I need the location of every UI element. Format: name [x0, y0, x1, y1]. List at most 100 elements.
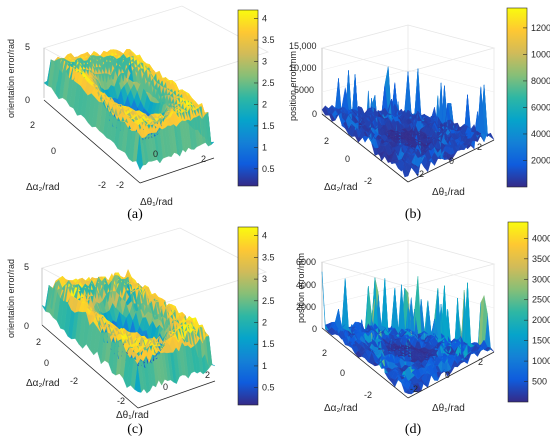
colorbar-a [237, 9, 259, 187]
x-axis-label: Δθ₁/rad [116, 410, 149, 421]
colorbar-d [507, 221, 529, 403]
x-tick: 0 [445, 370, 450, 380]
surface-b [321, 66, 495, 178]
y-axis-label: Δα₂/rad [324, 182, 358, 193]
axes-lines-a [43, 99, 215, 184]
colorbar-b [506, 7, 528, 188]
colorbar-tick-label: 2500 [532, 295, 550, 305]
panel-c: 0 5 2 0 -2 -2 0 2 orientation error/rad … [6, 226, 275, 437]
z-axis-label: orientation error/rad [6, 259, 16, 338]
colorbar-tick-label: 3.5 [262, 35, 275, 45]
z-tick: 15,000 [289, 41, 317, 51]
z-tick: 0 [25, 95, 30, 105]
colorbar-tick-label: 4000 [531, 129, 550, 139]
caption-a: (a) [127, 207, 143, 222]
colorbar-tick-label: 3.5 [262, 252, 275, 262]
y-tick: 0 [340, 368, 345, 378]
z-tick: 0 [312, 324, 317, 334]
panel-a: 0 5 2 0 -2 0 2 -2 orientation error/rad … [6, 5, 275, 222]
z-tick: 0 [24, 321, 29, 331]
x-tick: 2 [477, 142, 482, 152]
colorbar-tick-label: 2000 [532, 315, 550, 325]
colorbar-tick-label: 6000 [531, 102, 550, 112]
y-tick: -2 [98, 180, 106, 190]
caption-d: (d) [405, 422, 422, 437]
colorbar-tick-label: 3500 [532, 254, 550, 264]
colorbar-tick-label: 0.5 [262, 383, 275, 393]
colorbar-ticks-d: 500 1000 1500 2000 2500 3000 3500 4000 [524, 233, 550, 387]
colorbar-c [237, 226, 259, 406]
y-tick: 2 [322, 348, 327, 358]
axes-lines-d [321, 327, 495, 399]
x-tick: 0 [153, 149, 158, 159]
x-tick: 2 [205, 370, 210, 380]
z-axis-label: position error/mm [296, 253, 306, 323]
colorbar-tick-label: 2 [262, 99, 267, 109]
z-tick: 5000 [294, 85, 314, 95]
colorbar-tick-label: 3 [262, 57, 267, 67]
surface-a [43, 48, 215, 171]
caption-b: (b) [405, 207, 422, 222]
surface-patch [341, 278, 349, 328]
z-tick: 0 [312, 109, 317, 119]
z-tick: 5 [25, 42, 30, 52]
colorbar-tick-label: 2.5 [262, 78, 275, 88]
colorbar-tick-label: 1500 [532, 336, 550, 346]
colorbar-tick-label: 3000 [532, 274, 550, 284]
y-tick: 0 [345, 154, 350, 164]
colorbar-ticks-c: 0.5 1 1.5 2 2.5 3 3.5 4 [254, 231, 275, 393]
z-tick: 10,000 [289, 63, 317, 73]
colorbar-tick-label: 1000 [532, 356, 550, 366]
y-axis-label: Δα₂/rad [324, 403, 358, 414]
x-tick: -2 [416, 169, 424, 179]
surface-c [41, 268, 216, 394]
y-tick: 2 [36, 337, 41, 347]
z-tick: 2000 [296, 302, 316, 312]
caption-c: (c) [127, 422, 143, 437]
y-tick: -2 [364, 176, 372, 186]
colorbar-tick-label: 1.5 [262, 121, 275, 131]
surface-patch [321, 105, 329, 116]
z-tick: 5 [24, 262, 29, 272]
z-axis-label: orientation error/rad [6, 39, 16, 118]
z-tick: 6000 [296, 257, 316, 267]
surface-patch [321, 271, 330, 331]
colorbar-tick-label: 2 [262, 318, 267, 328]
y-tick: -2 [364, 390, 372, 400]
colorbar-tick-label: 2.5 [262, 296, 275, 306]
colorbar-ticks-a: 0.5 1 1.5 2 2.5 3 3.5 4 [254, 14, 275, 174]
x-tick: -2 [117, 396, 125, 406]
panel-d: 0 2000 4000 6000 2 0 -2 -2 0 2 position … [296, 221, 550, 437]
colorbar-ticks-b: 2000 4000 6000 8000 10000 12000 [523, 23, 550, 165]
axes-lines-b [321, 113, 495, 183]
surface-patch [381, 278, 389, 334]
x-axis-label: Δθ₁/rad [432, 403, 465, 414]
colorbar-tick-label: 4000 [532, 233, 550, 243]
colorbar-tick-label: 3 [262, 274, 267, 284]
x-axis-label: Δθ₁/rad [432, 187, 465, 198]
x-axis-label: Δθ₁/rad [140, 197, 173, 208]
axes-lines-c [41, 324, 216, 409]
y-tick: 2 [324, 136, 329, 146]
colorbar-tick-label: 12000 [531, 23, 550, 33]
surface-d [321, 271, 495, 395]
x-tick: 0 [163, 382, 168, 392]
y-axis-label: Δα₂/rad [26, 182, 60, 193]
surface-patch [391, 289, 399, 331]
y-tick: -2 [70, 376, 78, 386]
x-tick: 0 [449, 156, 454, 166]
colorbar-tick-label: 1 [262, 361, 267, 371]
colorbar-tick-label: 0.5 [262, 164, 275, 174]
surface-patch [41, 285, 50, 313]
colorbar-tick-label: 4 [262, 231, 267, 241]
panel-b: 0 5000 10,000 15,000 2 0 -2 -2 0 2 posit… [288, 7, 550, 222]
z-axis-label: position error/mm [288, 51, 298, 121]
x-tick: 2 [478, 357, 483, 367]
colorbar-tick-label: 2000 [531, 155, 550, 165]
x-tick: -2 [410, 384, 418, 394]
colorbar-tick-label: 4 [262, 14, 267, 24]
colorbar-tick-label: 1.5 [262, 339, 275, 349]
x-tick: -2 [116, 180, 124, 190]
y-tick: 0 [44, 358, 49, 368]
